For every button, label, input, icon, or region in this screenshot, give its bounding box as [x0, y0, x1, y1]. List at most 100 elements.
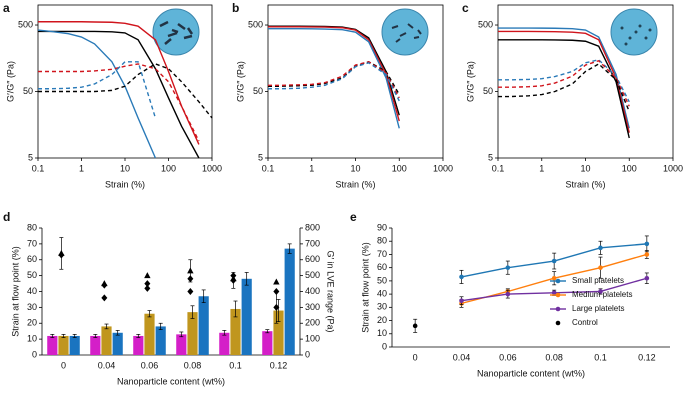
- point: [551, 258, 557, 264]
- bar: [47, 335, 58, 355]
- panel-label: d: [3, 210, 10, 224]
- marker: [144, 272, 151, 279]
- y-tick-label: 0: [32, 349, 37, 359]
- y-tick-label: 20: [27, 318, 37, 328]
- bar: [219, 332, 230, 355]
- marker: [58, 251, 65, 259]
- y-tick-label: 20: [377, 315, 387, 325]
- bar: [58, 335, 69, 355]
- series-line: [268, 62, 400, 102]
- y-tick-label: 5: [28, 152, 33, 162]
- x-tick-label: 1: [539, 163, 544, 173]
- point: [551, 290, 557, 296]
- marker: [101, 294, 108, 302]
- x-tick-label: 0.12: [270, 360, 288, 370]
- x-tick-label: 0.04: [453, 352, 471, 362]
- y-axis-title: G′/G″ (Pa): [465, 61, 475, 102]
- series-line: [38, 63, 213, 119]
- bar: [198, 296, 209, 355]
- panel-label: a: [3, 1, 10, 15]
- y2-axis-title: G′ in LVE range (Pa): [326, 250, 336, 332]
- y-tick-label: 50: [483, 86, 493, 96]
- x-tick-label: 10: [350, 163, 360, 173]
- x-tick-label: 0.06: [141, 360, 159, 370]
- marker: [144, 284, 151, 292]
- series-line: [38, 61, 157, 119]
- x-axis-title: Nanoparticle content (wt%): [117, 376, 225, 386]
- y-tick-label: 70: [27, 238, 37, 248]
- bar: [284, 248, 295, 355]
- y-tick-label: 10: [27, 334, 37, 344]
- x-tick-label: 100: [161, 163, 176, 173]
- y-tick-label: 500: [478, 19, 493, 29]
- bar: [90, 335, 101, 355]
- y-tick-label: 80: [27, 222, 37, 232]
- bar: [133, 335, 144, 355]
- point: [598, 289, 603, 294]
- point: [505, 265, 511, 270]
- point: [459, 274, 464, 280]
- series-line: [38, 30, 200, 159]
- y-tick-label: 60: [27, 254, 37, 264]
- point: [598, 245, 603, 251]
- y-tick-label: 30: [377, 302, 387, 312]
- y-tick-label: 80: [377, 236, 387, 246]
- x-tick-label: 0.1: [594, 352, 607, 362]
- x-axis-title: Strain (%): [565, 179, 605, 189]
- panel-label: e: [350, 210, 357, 224]
- legend-label: Large platelets: [572, 304, 624, 313]
- y-tick-label: 500: [248, 19, 263, 29]
- series-line: [498, 63, 630, 112]
- legend-label: Medium platelets: [572, 290, 632, 299]
- x-tick-label: 1000: [202, 163, 222, 173]
- x-axis-title: Strain (%): [105, 179, 145, 189]
- y-axis-title: Strain at flow point (%): [10, 246, 20, 337]
- y-tick-label: 50: [27, 270, 37, 280]
- bar: [176, 334, 187, 355]
- bar: [101, 326, 112, 355]
- y2-tick-label: 100: [305, 334, 320, 344]
- y2-tick-label: 200: [305, 318, 320, 328]
- bar: [262, 331, 273, 355]
- series-line: [38, 21, 200, 145]
- y2-tick-label: 600: [305, 254, 320, 264]
- legend-marker: [555, 278, 561, 284]
- point: [551, 275, 557, 281]
- point: [644, 275, 650, 281]
- point: [598, 265, 603, 270]
- point: [644, 241, 650, 247]
- x-tick-label: 0.1: [492, 163, 505, 173]
- x-tick-label: 0.1: [262, 163, 275, 173]
- x-tick-label: 0.08: [184, 360, 202, 370]
- marker: [187, 267, 194, 274]
- x-tick-label: 0.1: [229, 360, 242, 370]
- bar: [155, 326, 166, 355]
- inset-image-a: [152, 8, 200, 56]
- y-tick-label: 500: [18, 19, 33, 29]
- series-line: [37, 29, 157, 159]
- y-tick-label: 0: [382, 341, 387, 351]
- series-line: [498, 27, 630, 129]
- x-tick-label: 0: [61, 360, 66, 370]
- x-tick-label: 100: [392, 163, 407, 173]
- y-tick-label: 50: [377, 275, 387, 285]
- marker: [187, 288, 194, 295]
- y-tick-label: 30: [27, 302, 37, 312]
- marker: [230, 276, 237, 284]
- series-line: [498, 59, 630, 107]
- series-line: [498, 39, 630, 139]
- bar: [230, 308, 241, 355]
- y-tick-label: 90: [377, 222, 387, 232]
- y2-tick-label: 300: [305, 302, 320, 312]
- marker: [273, 303, 280, 311]
- x-tick-label: 0.1: [32, 163, 45, 173]
- y-tick-label: 60: [377, 262, 387, 272]
- y2-tick-label: 800: [305, 222, 320, 232]
- x-axis-title: Nanoparticle content (wt%): [477, 368, 585, 378]
- y-tick-label: 70: [377, 249, 387, 259]
- y-axis-title: G′/G″ (Pa): [235, 61, 245, 102]
- bar: [273, 310, 284, 355]
- x-tick-label: 10: [120, 163, 130, 173]
- y2-tick-label: 400: [305, 286, 320, 296]
- x-tick-label: 100: [622, 163, 637, 173]
